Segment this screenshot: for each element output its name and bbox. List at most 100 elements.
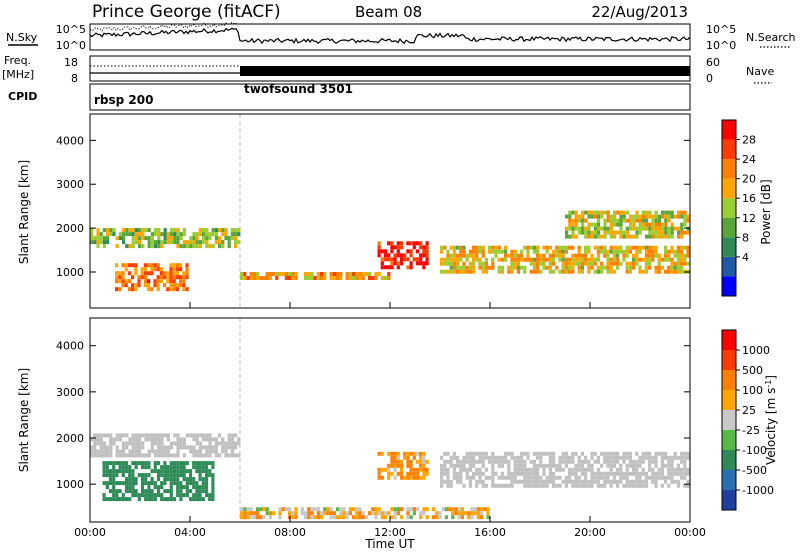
velocity-cell-3 <box>459 479 463 484</box>
velocity-cell-3 <box>680 451 684 456</box>
velocity-cell-0 <box>138 441 142 446</box>
velocity-cell-0 <box>237 441 241 446</box>
velocity-cell-0 <box>182 441 186 446</box>
power-cell-4 <box>683 245 687 250</box>
power-colorbar-swatch-6 <box>722 159 736 179</box>
power-cell-1 <box>156 279 160 284</box>
power-cell-4 <box>523 245 527 250</box>
velocity-cell-4 <box>400 507 404 512</box>
power-cell-5 <box>565 230 569 235</box>
velocity-cell-3 <box>452 475 456 480</box>
power-cell-3 <box>425 249 429 254</box>
velocity-cell-1 <box>182 461 186 466</box>
velocity-cell-1 <box>195 469 199 474</box>
velocity-cell-4 <box>332 515 336 520</box>
velocity-cell-1 <box>185 477 189 482</box>
power-cell-2 <box>336 276 340 280</box>
velocity-cell-0 <box>128 437 132 442</box>
velocity-cell-3 <box>446 459 450 464</box>
power-cell-4 <box>606 269 610 274</box>
velocity-cell-4 <box>358 511 362 516</box>
power-cell-4 <box>587 269 591 274</box>
power-cell-4 <box>673 253 677 258</box>
velocity-cell-3 <box>632 467 636 472</box>
velocity-cell-0 <box>189 445 193 450</box>
power-cell-4 <box>580 269 584 274</box>
power-cell-5 <box>603 230 607 235</box>
velocity-cell-3 <box>520 467 524 472</box>
power-cell-5 <box>574 210 578 215</box>
power-cell-4 <box>484 261 488 266</box>
power-cell-5 <box>683 214 687 219</box>
power-cell-4 <box>497 257 501 262</box>
velocity-cell-1 <box>156 477 161 482</box>
velocity-cell-0 <box>202 445 206 450</box>
velocity-cell-1 <box>195 465 199 470</box>
velocity-cell-3 <box>638 471 642 476</box>
power-cell-1 <box>121 283 125 288</box>
velocity-cell-4 <box>320 511 324 516</box>
velocity-cell-1 <box>160 485 164 490</box>
velocity-cell-3 <box>523 459 527 464</box>
velocity-cell-3 <box>596 471 600 476</box>
power-cell-1 <box>172 263 176 268</box>
velocity-cell-3 <box>513 475 517 480</box>
velocity-cell-3 <box>478 451 482 456</box>
velocity-cell-1 <box>124 489 129 494</box>
power-cell-4 <box>635 249 639 254</box>
velocity-cell-0 <box>189 449 193 454</box>
power-cell-1 <box>137 275 141 280</box>
velocity-cell-0 <box>218 453 222 458</box>
velocity-cell-3 <box>612 479 616 484</box>
power-cell-4 <box>513 265 517 270</box>
power-cell-3 <box>406 257 410 262</box>
power-cell-4 <box>641 269 645 274</box>
velocity-cell-0 <box>99 445 103 450</box>
power-cell-4 <box>510 253 514 258</box>
velocity-cell-1 <box>105 481 109 486</box>
velocity-cell-3 <box>491 459 495 464</box>
power-cell-4 <box>587 261 591 266</box>
velocity-cell-3 <box>507 475 511 480</box>
velocity-cell-3 <box>603 451 607 456</box>
power-cell-5 <box>648 234 652 239</box>
power-cell-0 <box>118 236 122 241</box>
velocity-cell-1 <box>128 481 132 486</box>
power-cell-5 <box>632 234 636 239</box>
power-cell-5 <box>600 226 604 231</box>
power-cell-4 <box>446 249 450 254</box>
velocity-cell-1 <box>144 477 148 482</box>
velocity-cell-1 <box>137 497 141 502</box>
power-cell-4 <box>536 269 540 274</box>
power-cell-3 <box>390 261 394 266</box>
velocity-cell-3 <box>635 451 639 456</box>
power-cell-4 <box>510 249 514 254</box>
noise-left-tick-top: 10^5 <box>56 23 86 36</box>
velocity-cell-1 <box>112 481 116 486</box>
velocity-cell-3 <box>494 459 498 464</box>
power-cell-4 <box>494 245 498 250</box>
velocity-cell-1 <box>131 469 135 474</box>
velocity-cell-3 <box>568 455 572 460</box>
velocity-cell-2 <box>387 451 391 456</box>
velocity-cell-3 <box>526 455 530 460</box>
power-cell-4 <box>593 257 597 262</box>
velocity-cell-4 <box>265 511 269 516</box>
velocity-cell-4 <box>406 511 410 516</box>
velocity-cell-3 <box>660 471 664 476</box>
power-cell-5 <box>648 210 652 215</box>
velocity-cell-3 <box>564 463 568 468</box>
power-cell-0 <box>157 240 161 245</box>
velocity-cell-1 <box>169 485 173 490</box>
power-cell-4 <box>443 257 447 262</box>
velocity-cell-0 <box>176 433 180 438</box>
power-cell-0 <box>230 236 234 241</box>
power-cell-4 <box>507 269 511 274</box>
noise-right-tick-top: 10^5 <box>706 23 736 36</box>
velocity-cell-4 <box>310 507 314 512</box>
velocity-cell-1 <box>169 473 173 478</box>
velocity-colorbar-swatch-1 <box>722 470 736 490</box>
velocity-cell-3 <box>625 467 629 472</box>
velocity-cell-0 <box>147 453 151 458</box>
